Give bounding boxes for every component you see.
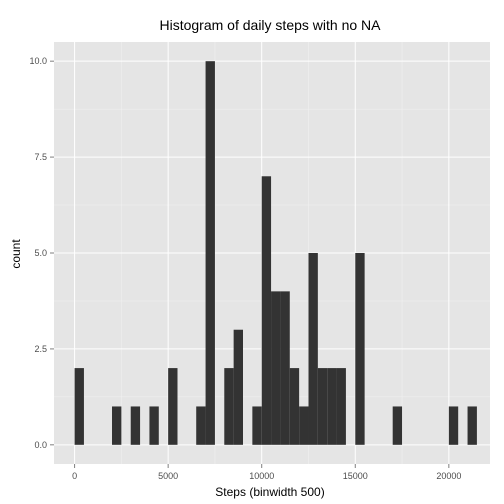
histogram-bar bbox=[196, 406, 206, 445]
x-tick-label: 10000 bbox=[249, 471, 274, 481]
histogram-bar bbox=[336, 368, 346, 445]
x-axis-title: Steps (binwidth 500) bbox=[215, 485, 324, 499]
histogram-bar bbox=[327, 368, 337, 445]
histogram-bar bbox=[205, 61, 215, 445]
y-axis-title: count bbox=[9, 239, 23, 269]
y-tick-label: 10.0 bbox=[29, 56, 47, 66]
histogram-bar bbox=[224, 368, 234, 445]
histogram-bar bbox=[317, 368, 328, 445]
histogram-bar bbox=[280, 291, 290, 445]
histogram-bar bbox=[168, 368, 178, 445]
y-tick-label: 2.5 bbox=[34, 344, 47, 354]
histogram-bar bbox=[233, 329, 243, 445]
x-axis-ticks: 0 5000 10000 15000 20000 bbox=[72, 464, 461, 481]
histogram-bar bbox=[149, 406, 159, 445]
histogram-bar bbox=[448, 406, 459, 445]
histogram-bar bbox=[74, 368, 84, 445]
histogram-bar bbox=[271, 291, 281, 445]
x-tick-label: 0 bbox=[72, 471, 77, 481]
histogram-bars bbox=[74, 61, 477, 445]
histogram-bar bbox=[130, 406, 141, 445]
histogram-bar bbox=[261, 176, 272, 445]
x-tick-label: 20000 bbox=[436, 471, 461, 481]
histogram-bar bbox=[467, 406, 477, 445]
histogram-bar bbox=[289, 368, 300, 445]
y-tick-label: 0.0 bbox=[34, 440, 47, 450]
x-tick-label: 5000 bbox=[158, 471, 178, 481]
histogram-bar bbox=[392, 406, 403, 445]
y-tick-label: 7.5 bbox=[34, 152, 47, 162]
histogram-bar bbox=[112, 406, 122, 445]
histogram-bar bbox=[299, 406, 309, 445]
y-tick-label: 5.0 bbox=[34, 248, 47, 258]
histogram-bar bbox=[308, 253, 318, 445]
chart-title: Histogram of daily steps with no NA bbox=[160, 17, 382, 33]
histogram-bar bbox=[355, 253, 365, 445]
histogram-bar bbox=[252, 406, 262, 445]
y-axis-ticks: 0.0 2.5 5.0 7.5 10.0 bbox=[29, 56, 54, 450]
x-tick-label: 15000 bbox=[343, 471, 368, 481]
